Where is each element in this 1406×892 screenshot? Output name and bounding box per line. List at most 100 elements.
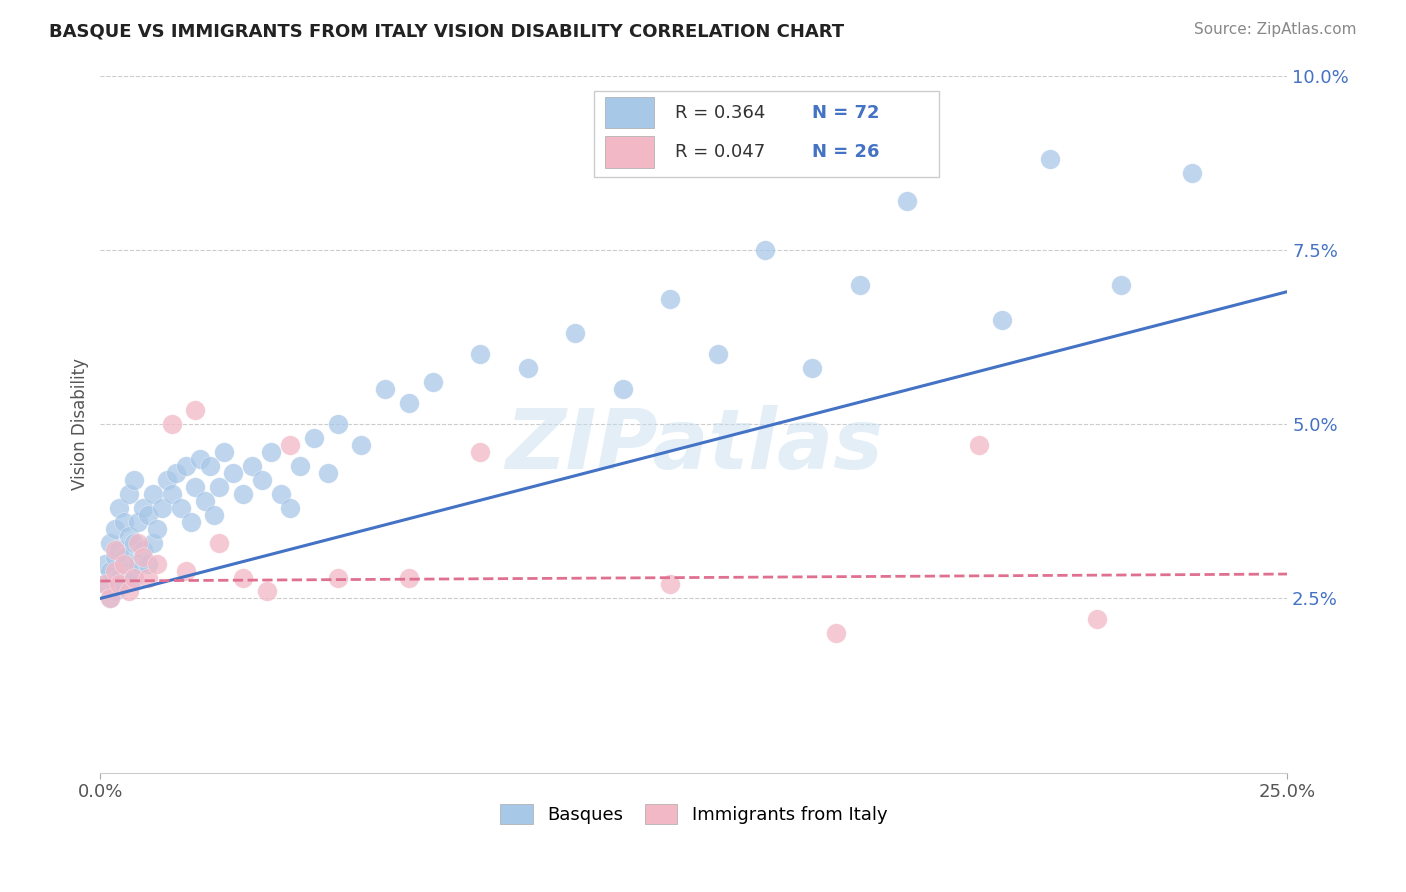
Point [132, 542, 155, 557]
Point [122, 535, 145, 549]
Text: ZIPatlas: ZIPatlas [505, 405, 883, 485]
Point [132, 500, 155, 515]
Text: N = 26: N = 26 [813, 143, 880, 161]
Point [208, 480, 231, 494]
Point [150, 500, 173, 515]
Point [142, 487, 165, 501]
Point [659, 292, 682, 306]
Point [118, 487, 141, 501]
Point [127, 515, 149, 529]
Point [398, 396, 420, 410]
Point [516, 361, 538, 376]
Point [326, 570, 349, 584]
Point [222, 466, 245, 480]
Point [165, 466, 187, 480]
Point [142, 535, 165, 549]
Point [98, 535, 121, 549]
Point [127, 535, 149, 549]
Point [825, 626, 848, 640]
Point [127, 557, 149, 571]
Point [108, 500, 131, 515]
Point [1085, 612, 1108, 626]
Point [136, 557, 159, 571]
Point [174, 458, 197, 473]
Point [104, 549, 127, 564]
Point [118, 564, 141, 578]
Y-axis label: Vision Disability: Vision Disability [72, 358, 89, 490]
Point [316, 466, 339, 480]
Point [108, 542, 131, 557]
Point [104, 564, 127, 578]
Point [118, 529, 141, 543]
Point [967, 438, 990, 452]
Point [468, 347, 491, 361]
Point [112, 515, 135, 529]
Text: R = 0.364: R = 0.364 [675, 103, 765, 122]
Point [122, 570, 145, 584]
Point [612, 382, 634, 396]
Point [194, 493, 217, 508]
Point [136, 570, 159, 584]
Point [256, 584, 278, 599]
Point [326, 417, 349, 431]
Point [146, 522, 169, 536]
Point [991, 312, 1014, 326]
Point [170, 500, 193, 515]
Legend: Basques, Immigrants from Italy: Basques, Immigrants from Italy [491, 795, 897, 833]
Point [468, 445, 491, 459]
Point [801, 361, 824, 376]
Point [278, 438, 301, 452]
Point [174, 564, 197, 578]
Point [112, 557, 135, 571]
Point [896, 194, 918, 208]
Text: Source: ZipAtlas.com: Source: ZipAtlas.com [1194, 22, 1357, 37]
Point [108, 570, 131, 584]
Point [112, 577, 135, 591]
Point [156, 473, 179, 487]
FancyBboxPatch shape [593, 91, 939, 177]
Point [1109, 277, 1132, 292]
Point [98, 591, 121, 606]
Point [849, 277, 872, 292]
Point [94, 557, 117, 571]
Point [104, 542, 127, 557]
Text: N = 72: N = 72 [813, 103, 880, 122]
Point [212, 445, 235, 459]
Point [302, 431, 325, 445]
Point [104, 584, 127, 599]
Point [188, 452, 211, 467]
Point [288, 458, 311, 473]
Point [278, 500, 301, 515]
Point [98, 591, 121, 606]
Point [240, 458, 263, 473]
Point [260, 445, 283, 459]
Point [160, 417, 183, 431]
Point [132, 549, 155, 564]
Point [250, 473, 273, 487]
Point [564, 326, 586, 341]
Point [184, 403, 207, 417]
Point [1039, 152, 1062, 166]
Point [1181, 166, 1204, 180]
Point [706, 347, 728, 361]
Point [208, 535, 231, 549]
Point [659, 577, 682, 591]
Point [108, 577, 131, 591]
Point [350, 438, 373, 452]
Point [122, 473, 145, 487]
Point [374, 382, 396, 396]
Point [94, 577, 117, 591]
Point [98, 564, 121, 578]
Point [398, 570, 420, 584]
Point [422, 376, 444, 390]
Text: BASQUE VS IMMIGRANTS FROM ITALY VISION DISABILITY CORRELATION CHART: BASQUE VS IMMIGRANTS FROM ITALY VISION D… [49, 22, 845, 40]
Point [136, 508, 159, 522]
Point [160, 487, 183, 501]
Point [232, 570, 254, 584]
Point [184, 480, 207, 494]
Point [202, 508, 225, 522]
Bar [605, 136, 654, 168]
Point [94, 577, 117, 591]
Point [232, 487, 254, 501]
Point [118, 584, 141, 599]
